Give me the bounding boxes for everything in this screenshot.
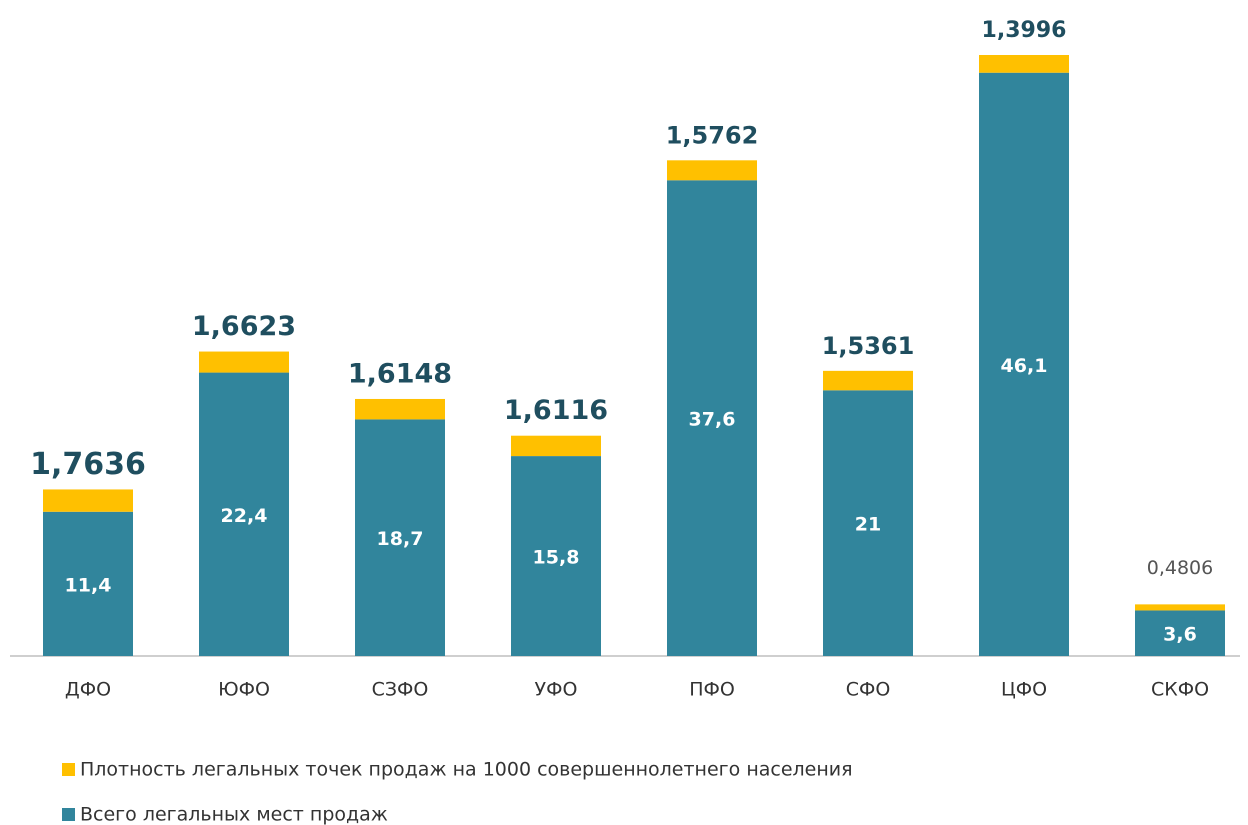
bar-segment (823, 390, 913, 656)
legend-label: Плотность легальных точек продаж на 1000… (80, 759, 853, 781)
value-label: 1,6148 (348, 358, 452, 389)
bar-segment (511, 456, 601, 656)
value-label: 1,6116 (504, 395, 608, 426)
legend-swatch (62, 763, 75, 776)
value-label: 37,6 (689, 409, 736, 431)
bar-segment (1135, 610, 1225, 656)
value-label: 1,7636 (30, 447, 146, 482)
bar-segment (511, 435, 601, 457)
value-label: 22,4 (221, 505, 268, 527)
value-label: 3,6 (1163, 624, 1197, 646)
value-label: 18,7 (377, 528, 424, 550)
bar-segment (1135, 604, 1225, 611)
bar-segment (667, 180, 757, 656)
bar-segment (979, 55, 1069, 73)
x-tick-label: СКФО (1151, 679, 1209, 701)
x-tick-label: ДФО (65, 679, 111, 701)
bar-segment (355, 419, 445, 656)
bar-segment (199, 372, 289, 656)
bar-segment (355, 398, 445, 420)
bar-segment (43, 511, 133, 656)
value-label: 1,3996 (982, 18, 1067, 43)
legend-label: Всего легальных мест продаж (80, 804, 388, 825)
bar-segment (43, 489, 133, 512)
x-tick-label: УФО (535, 679, 578, 701)
bar-segment (199, 351, 289, 373)
value-label: 15,8 (533, 547, 580, 569)
value-label: 1,6623 (192, 311, 296, 342)
value-label: 0,4806 (1147, 557, 1213, 579)
value-label: 46,1 (1001, 355, 1048, 377)
bar-segment (979, 72, 1069, 657)
x-tick-label: ЦФО (1001, 679, 1047, 701)
value-label: 1,5361 (822, 332, 915, 360)
legend-swatch (62, 808, 75, 821)
x-tick-label: ПФО (689, 679, 735, 701)
x-tick-label: СФО (846, 679, 891, 701)
value-label: 1,5762 (666, 121, 759, 149)
x-tick-label: ЮФО (218, 679, 270, 701)
bar-segment (667, 160, 757, 181)
value-label: 11,4 (65, 574, 112, 596)
x-tick-label: СЗФО (372, 679, 429, 701)
bar-segment (823, 370, 913, 391)
value-label: 21 (855, 514, 881, 536)
